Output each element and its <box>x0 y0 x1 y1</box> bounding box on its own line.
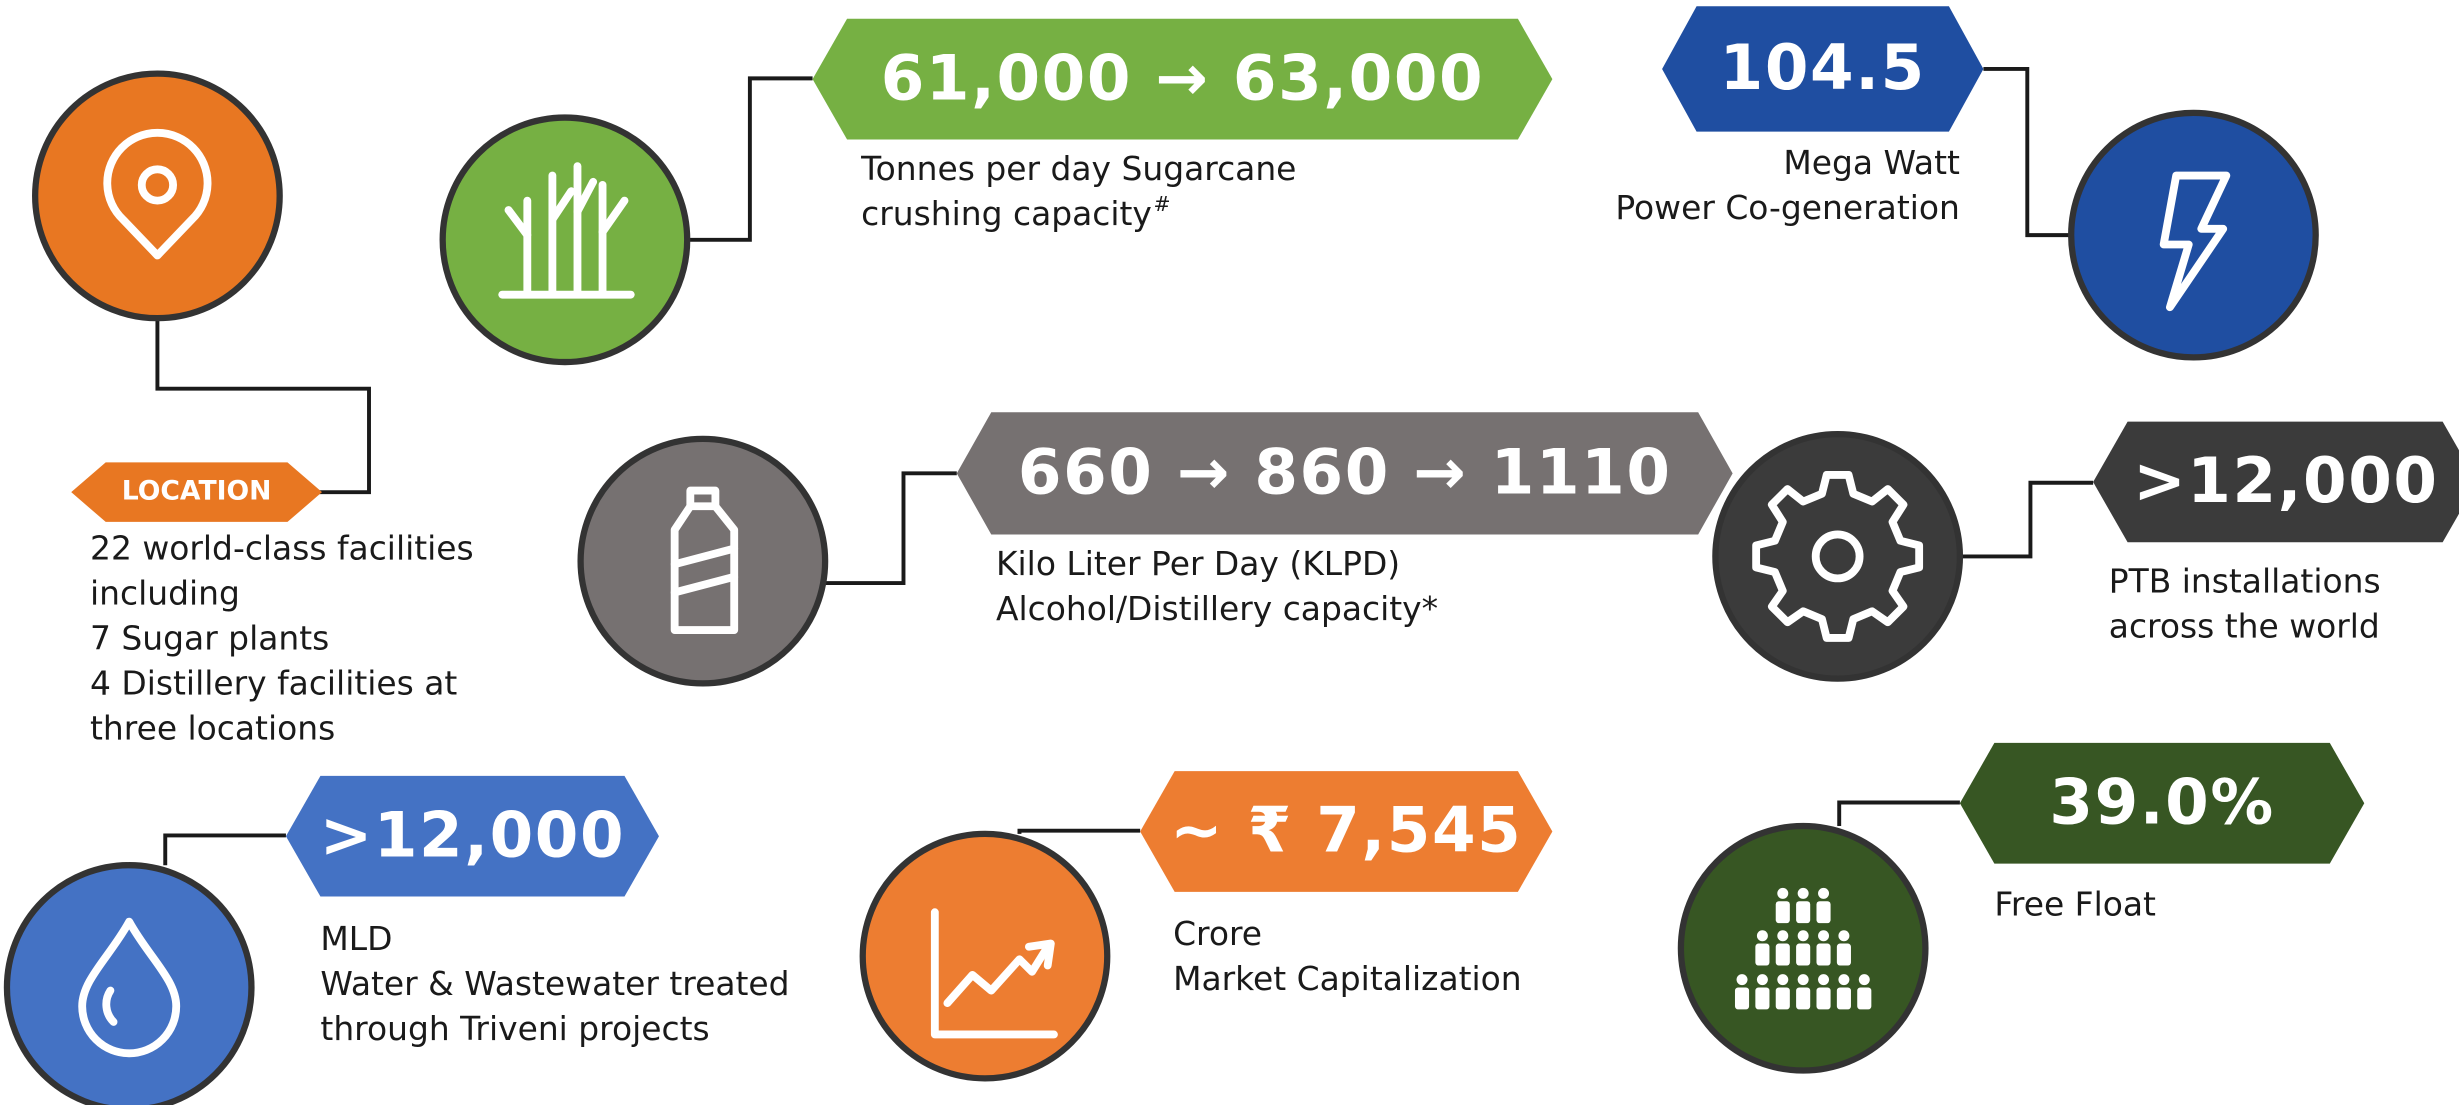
icon-circle <box>32 70 283 322</box>
description-line: across the world <box>2109 606 2380 645</box>
person-head <box>1756 974 1768 986</box>
superscript: # <box>1153 192 1170 216</box>
person-body <box>1755 987 1770 1010</box>
sugarcane-icon <box>498 162 635 299</box>
person-head <box>1838 974 1850 986</box>
person-body <box>1796 943 1811 966</box>
person-head <box>1838 930 1850 942</box>
person-body <box>1796 987 1811 1010</box>
description-line: Free Float <box>1994 884 2156 923</box>
description-line: Tonnes per day Sugarcane <box>860 149 1296 188</box>
person-body <box>1775 987 1790 1010</box>
person-body <box>1836 943 1851 966</box>
person-body <box>1775 901 1790 924</box>
person-head <box>1818 887 1830 899</box>
icon-circle <box>2068 109 2319 361</box>
banner <box>956 412 1733 535</box>
description-line: Crore <box>1173 914 1262 953</box>
person-head <box>1797 930 1809 942</box>
person-head <box>1797 974 1809 986</box>
stat-value: 104.5 <box>1720 31 1926 104</box>
connector <box>687 76 813 242</box>
market-icon <box>930 908 1058 1039</box>
connector <box>1959 480 2094 559</box>
stat-value: 61,000 → 63,000 <box>881 41 1485 114</box>
banner <box>285 775 659 897</box>
banner <box>1959 742 2365 864</box>
stat-value: 39.0% <box>2049 765 2274 838</box>
description-line: 22 world-class facilities <box>90 529 474 568</box>
description-line: Alcohol/Distillery capacity* <box>996 589 1438 628</box>
people-icon <box>1734 887 1872 1010</box>
banner <box>71 462 322 522</box>
gear-icon <box>1752 470 1924 642</box>
bottle-icon <box>670 486 739 635</box>
stat-value: >12,000 <box>320 798 625 871</box>
icons <box>78 129 2231 1058</box>
person-body <box>1816 987 1831 1010</box>
icon-circle <box>3 862 255 1105</box>
description-line: Kilo Liter Per Day (KLPD) <box>996 544 1400 583</box>
person-body <box>1857 987 1872 1010</box>
description-line: Power Co-generation <box>1615 188 1960 227</box>
stat-item: 104.5 Mega Watt Power Co-generation <box>1615 6 2319 361</box>
description-line: MLD <box>320 919 392 958</box>
person-head <box>1736 974 1748 986</box>
stat-item: ~ ₹ 7,545 Crore Market Capitalization <box>859 771 1553 1082</box>
connector <box>155 318 371 495</box>
badge-label: LOCATION <box>122 476 272 507</box>
power-icon <box>2159 171 2231 312</box>
description-line: Market Capitalization <box>1173 959 1522 998</box>
stat-item: >12,000 PTB installations across the world <box>1712 421 2459 682</box>
person-body <box>1816 943 1831 966</box>
person-head <box>1818 974 1830 986</box>
icon-circle <box>439 114 691 366</box>
person-head <box>1777 930 1789 942</box>
stat-value: 660 → 860 → 1110 <box>1018 436 1672 509</box>
description-line: three locations <box>90 708 335 747</box>
connector <box>1017 828 1141 834</box>
stat-item: 660 → 860 → 1110 Kilo Liter Per Day (KLPD… <box>577 412 1733 687</box>
water-icon <box>78 917 181 1058</box>
person-body <box>1836 987 1851 1010</box>
person-body <box>1734 987 1750 1010</box>
icon-circle <box>859 830 1111 1082</box>
stat-item: 61,000 → 63,000 Tonnes per day Sugarcane c… <box>439 18 1553 366</box>
person-head <box>1777 887 1789 899</box>
person-head <box>1818 930 1830 942</box>
connector <box>1983 67 2072 238</box>
icon-circle <box>1712 431 1964 682</box>
stat-item: >12,000 MLD Water & Wastewater treated thro… <box>3 775 790 1105</box>
description-line: crushing capacity <box>861 194 1152 233</box>
person-head <box>1797 887 1809 899</box>
connector <box>163 833 286 866</box>
description-line: including <box>90 574 240 613</box>
banner <box>812 18 1553 140</box>
description-line: PTB installations <box>2109 561 2381 600</box>
description-line: through Triveni projects <box>320 1009 709 1048</box>
icon-circle <box>577 435 829 687</box>
person-head <box>1858 974 1870 986</box>
banner <box>1140 771 1553 892</box>
person-body <box>1796 901 1811 924</box>
person-body <box>1755 943 1770 966</box>
stat-item: LOCATION 22 world-class facilities includi… <box>32 70 474 747</box>
stat-value: >12,000 <box>2133 444 2438 517</box>
person-head <box>1756 930 1768 942</box>
person-body <box>1816 901 1831 924</box>
connector <box>825 471 957 586</box>
person-body <box>1775 943 1790 966</box>
description-line: Mega Watt <box>1783 143 1960 182</box>
banner <box>1662 6 1984 132</box>
description-line: 4 Distillery facilities at <box>90 664 457 703</box>
location-icon <box>103 129 212 260</box>
person-head <box>1777 974 1789 986</box>
connector <box>1837 800 1960 827</box>
banner <box>2093 421 2459 543</box>
description-line: 7 Sugar plants <box>90 619 329 658</box>
stat-value: ~ ₹ 7,545 <box>1170 794 1522 867</box>
description-line: Water & Wastewater treated <box>320 964 789 1003</box>
